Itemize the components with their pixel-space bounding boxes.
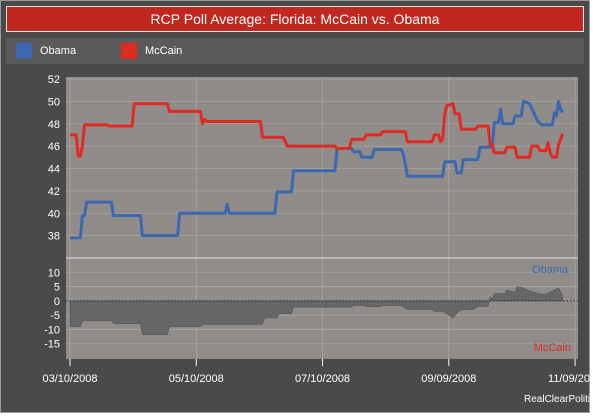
spread-tick--10: -10 — [44, 324, 60, 336]
source-label: RealClearPolitics — [524, 394, 593, 405]
spread-tick-5: 5 — [54, 282, 60, 294]
x-tick-label-244: 11/09/2008 — [548, 373, 593, 385]
spread-label-mccain: McCain — [534, 342, 571, 354]
spread-label-obama: Obama — [532, 264, 569, 276]
x-axis: 03/10/2008 05/10/2008 07/10/2008 09/09/2008… — [42, 359, 593, 385]
x-tick-label-183: 09/09/2008 — [421, 373, 476, 385]
y-axis-spread: 10 5 0 -5 -10 -15 — [44, 267, 60, 350]
series-line-obama — [70, 99, 564, 240]
legend-item-obama[interactable]: Obama — [16, 43, 76, 59]
legend-label-obama: Obama — [40, 45, 77, 57]
y-tick-50: 50 — [48, 96, 60, 108]
x-tick-label-122: 07/10/2008 — [295, 373, 350, 385]
spread-tick--15: -15 — [44, 339, 60, 351]
legend-swatch-obama — [16, 43, 32, 59]
spread-tick-0: 0 — [54, 296, 60, 308]
legend-item-mccain[interactable]: McCain — [121, 43, 182, 59]
y-tick-48: 48 — [48, 119, 60, 131]
y-tick-38: 38 — [48, 231, 60, 243]
chart-title: RCP Poll Average: Florida: McCain vs. Ob… — [6, 6, 584, 32]
y-tick-46: 46 — [48, 141, 60, 153]
y-tick-44: 44 — [48, 164, 60, 176]
spread-area — [69, 286, 563, 335]
y-axis-main: 38 40 42 44 46 48 50 52 — [48, 74, 60, 243]
y-tick-40: 40 — [48, 208, 60, 220]
y-tick-52: 52 — [48, 74, 60, 86]
legend: Obama McCain — [6, 38, 584, 64]
legend-label-mccain: McCain — [145, 45, 183, 57]
x-tick-label-61: 05/10/2008 — [169, 373, 224, 385]
x-tick-label-0: 03/10/2008 — [42, 373, 97, 385]
spread-tick--5: -5 — [50, 310, 60, 322]
y-tick-42: 42 — [48, 186, 60, 198]
spread-tick-10: 10 — [48, 267, 60, 279]
series-line-mccain — [70, 102, 565, 159]
legend-swatch-mccain — [121, 43, 137, 59]
